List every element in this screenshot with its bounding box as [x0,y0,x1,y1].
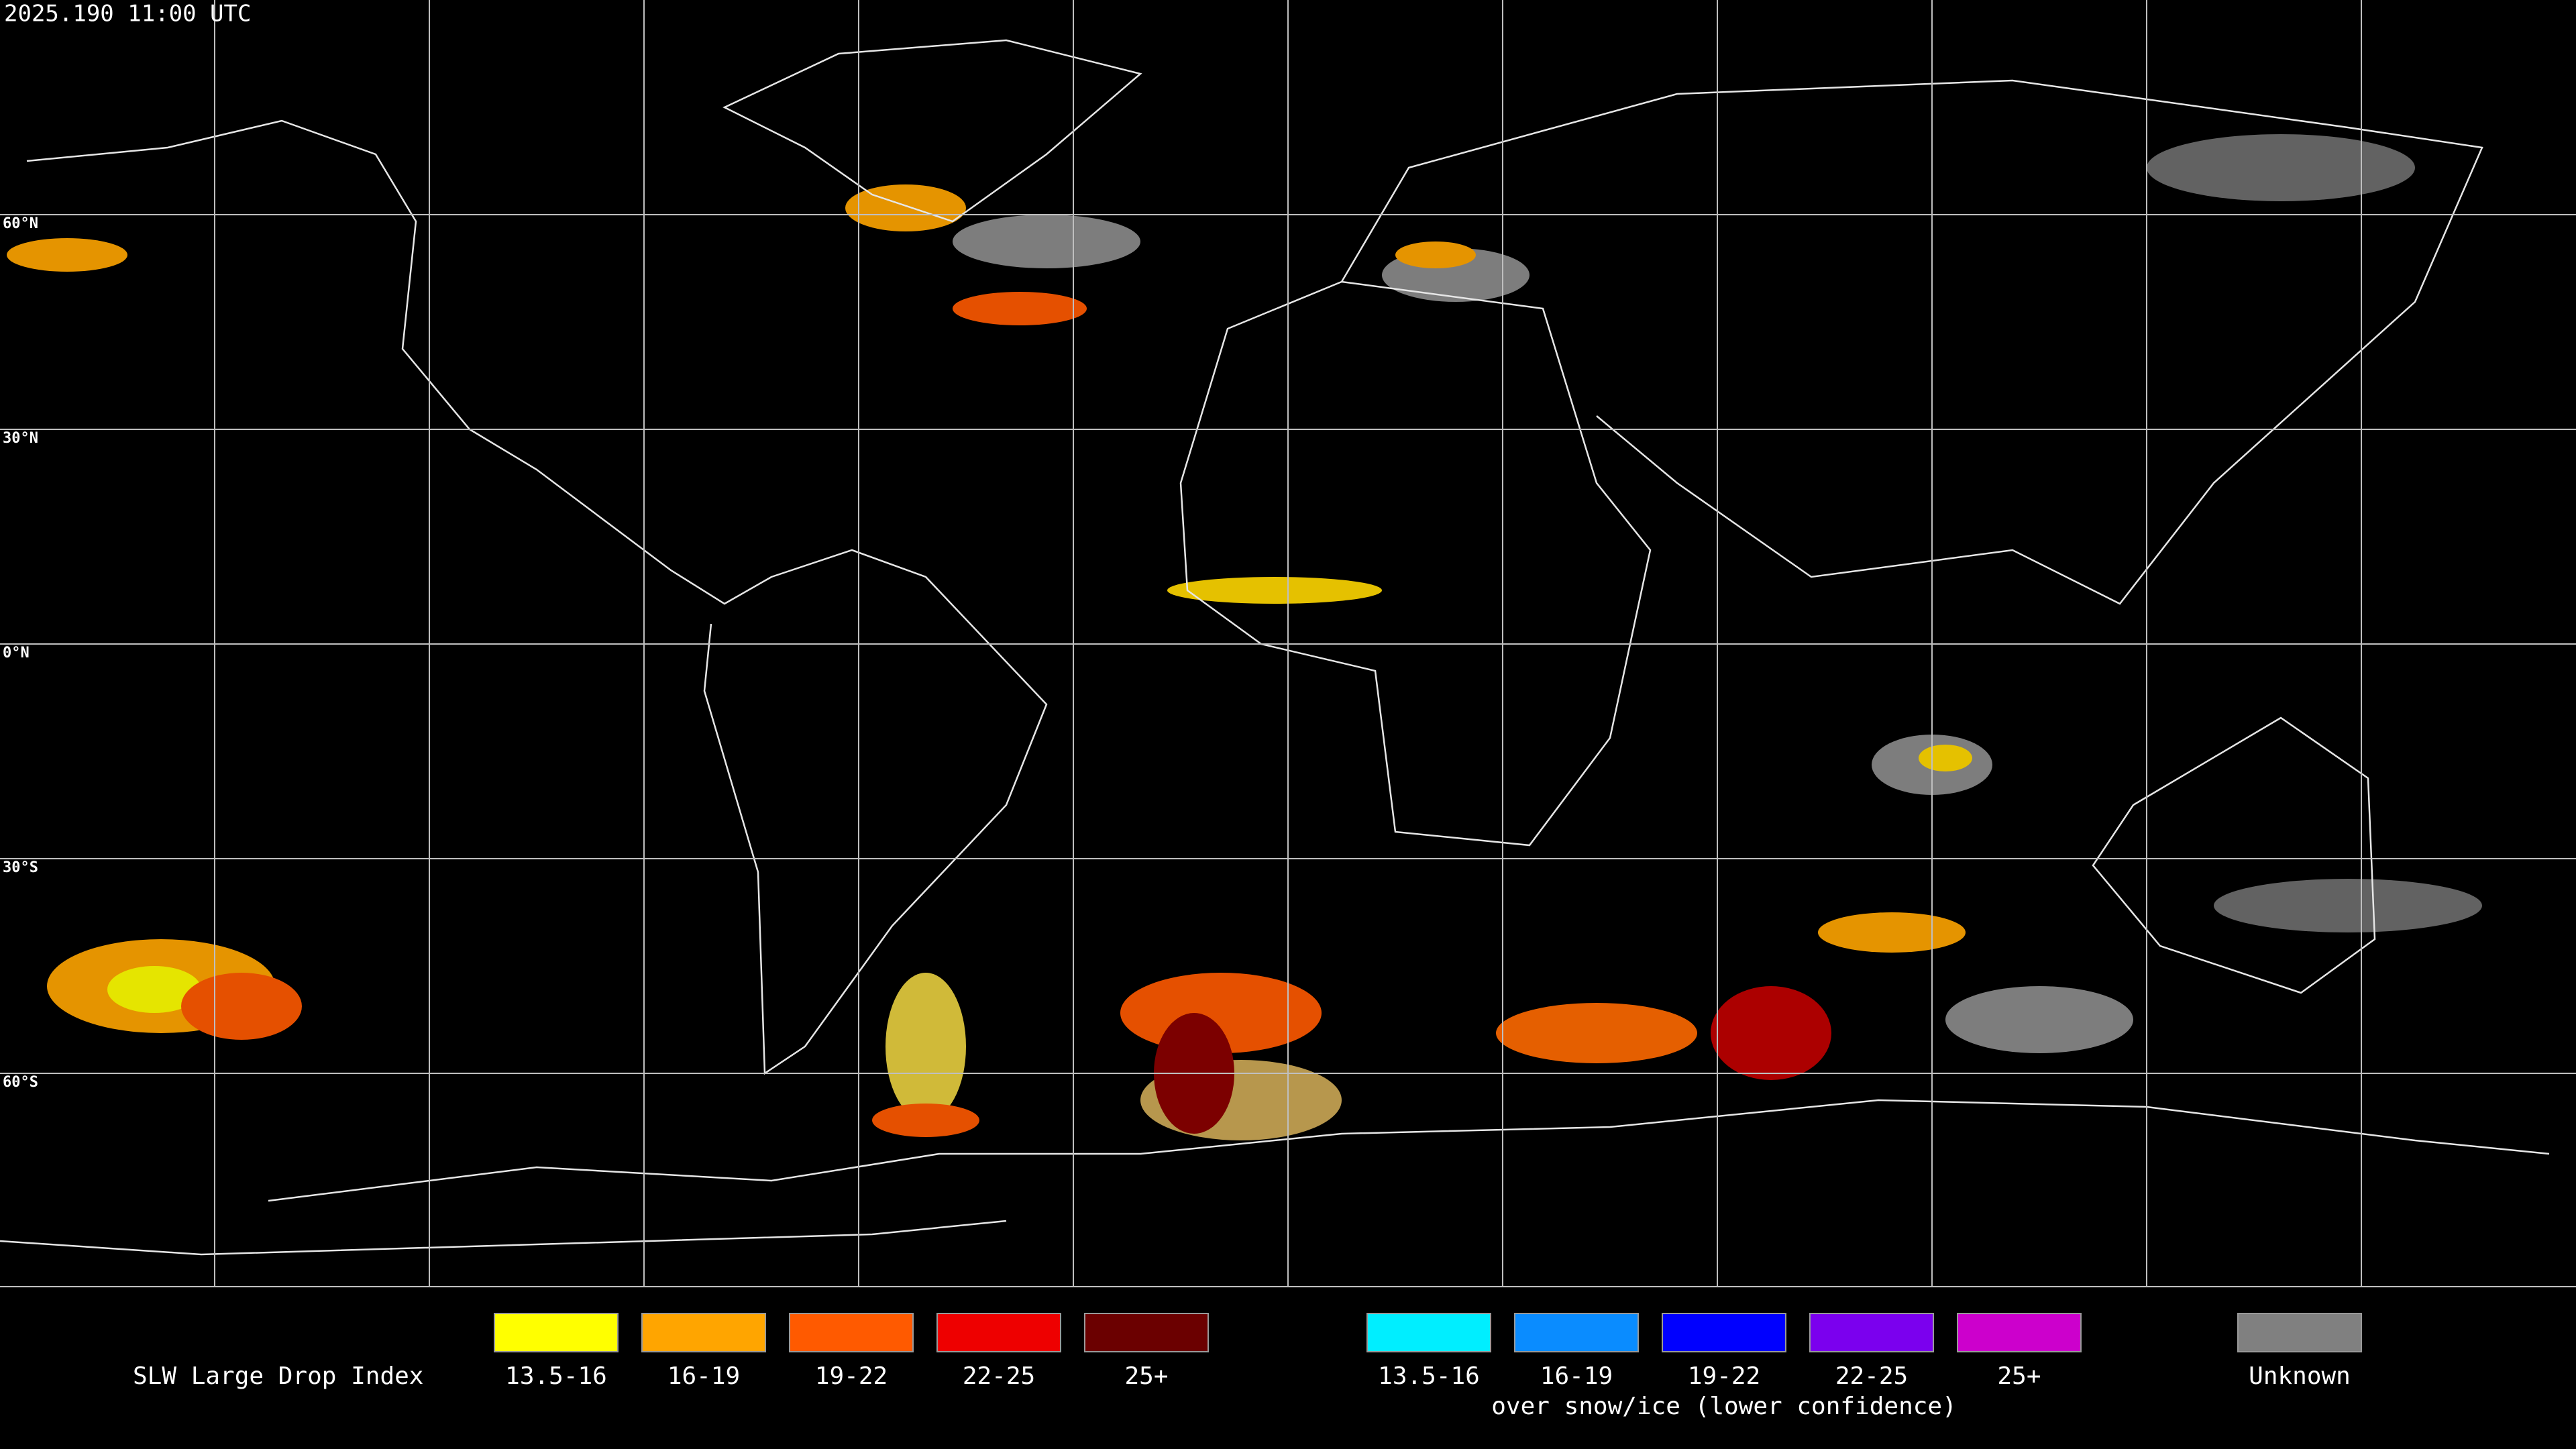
legend-label: 13.5-16 [505,1362,607,1390]
legend-label: Unknown [2249,1362,2351,1390]
coastlines [0,39,2550,1256]
latitude-label: 30°S [3,859,38,876]
latitude-label: 0°N [3,645,30,661]
legend-label: 19-22 [815,1362,888,1390]
legend-swatch [1514,1313,1639,1352]
legend-swatch [936,1313,1061,1352]
timestamp: 2025.190 11:00 UTC [4,1,251,28]
legend-label: 22-25 [1835,1362,1908,1390]
legend-label: 19-22 [1688,1362,1760,1390]
graticule: 60°N 30°N 0°N 30°S 60°S [0,0,2576,1287]
legend-label: 16-19 [1540,1362,1613,1390]
legend-swatch [1662,1313,1786,1352]
legend-swatch [1957,1313,2082,1352]
legend-label: 22-25 [963,1362,1035,1390]
legend-swatch [1084,1313,1209,1352]
latitude-label: 60°N [3,215,38,232]
latitude-label: 60°S [3,1074,38,1091]
legend-swatch [641,1313,766,1352]
legend-label: 13.5-16 [1378,1362,1480,1390]
cloud-field [7,134,2482,1140]
legend-swatch [789,1313,914,1352]
legend-note: over snow/ice (lower confidence) [1491,1393,1957,1420]
legend-swatch [2237,1313,2362,1352]
legend-label: 25+ [1997,1362,2041,1390]
legend-swatch [1809,1313,1934,1352]
legend-swatch [1366,1313,1491,1352]
legend-label: 16-19 [667,1362,740,1390]
legend: 13.5-16 16-19 19-22 22-25 25+ 13.5-16 16-19 19-… [494,1313,2362,1420]
latitude-label: 30°N [3,430,38,447]
legend-title: SLW Large Drop Index [133,1362,423,1390]
legend-swatch [494,1313,619,1352]
legend-label: 25+ [1124,1362,1168,1390]
